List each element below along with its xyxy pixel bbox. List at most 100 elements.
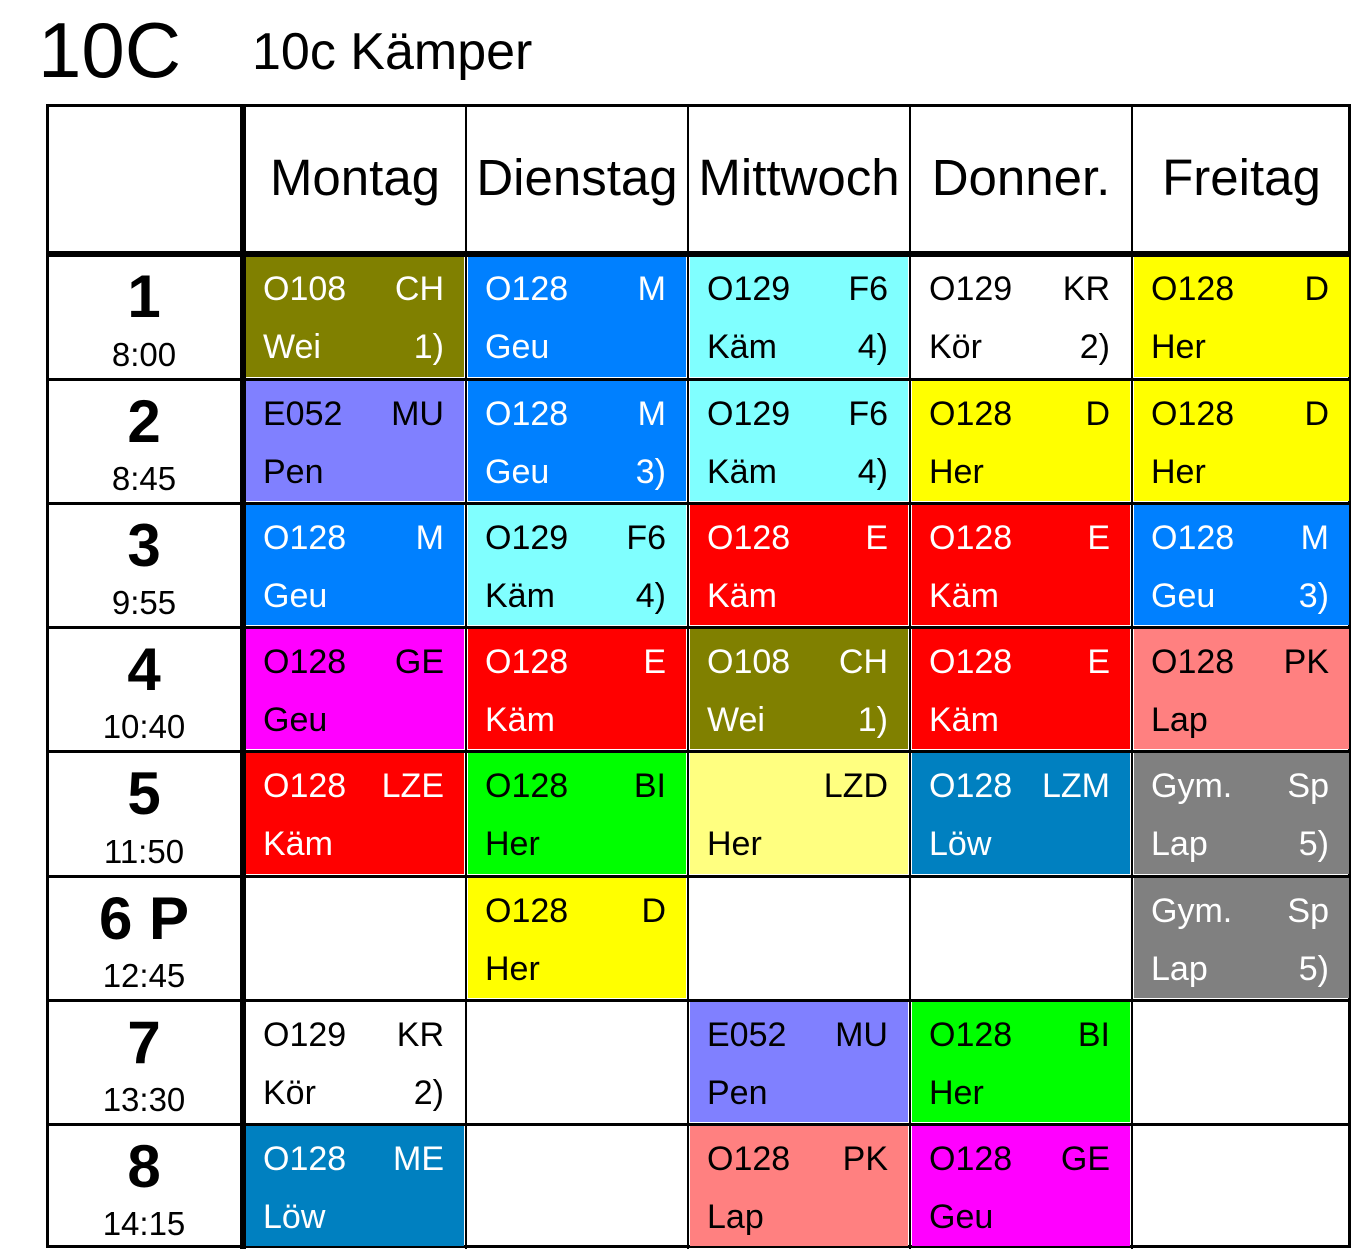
lesson-subject: Sp (1287, 892, 1329, 930)
period-time: 8:00 (111, 336, 177, 373)
lesson-teacher: Käm (929, 701, 999, 739)
row-divider (48, 626, 1350, 629)
lesson-teacher: Löw (929, 825, 992, 863)
lesson-cell[interactable]: O128 D Her (1134, 256, 1349, 377)
lesson-teacher: Wei (263, 328, 321, 366)
lesson-note: 4) (857, 328, 888, 366)
lesson-subject: D (1304, 395, 1329, 433)
lesson-subject: D (641, 892, 666, 930)
lesson-cell[interactable]: O128 M Geu (468, 256, 686, 377)
lesson-room: O108 (263, 270, 347, 308)
lesson-teacher: Her (929, 453, 984, 491)
lesson-subject: BI (633, 767, 666, 805)
lesson-subject: KR (396, 1016, 444, 1054)
lesson-teacher: Geu (485, 328, 550, 366)
lesson-cell[interactable]: E052 MU Pen (246, 381, 464, 501)
timetable-grid (46, 104, 1351, 1248)
lesson-subject: MU (391, 395, 444, 433)
lesson-teacher: Her (1151, 453, 1206, 491)
period-time: 10:40 (102, 708, 186, 745)
lesson-cell[interactable]: O128 M Geu (246, 505, 464, 625)
lesson-note: 5) (1298, 950, 1329, 988)
lesson-teacher: Her (485, 950, 540, 988)
column-divider (465, 106, 467, 1249)
lesson-cell[interactable]: O128 BI Her (468, 753, 686, 874)
day-header: Dienstag (476, 148, 678, 206)
lesson-cell[interactable]: O128 LZM Löw (912, 753, 1130, 874)
lesson-cell[interactable]: O108 CH Wei 1) (690, 629, 908, 749)
lesson-teacher: Lap (1151, 825, 1208, 863)
lesson-room: O128 (1151, 270, 1235, 308)
lesson-cell[interactable]: O128 GE Geu (246, 629, 464, 749)
lesson-room: O128 (929, 1016, 1013, 1054)
lesson-subject: E (865, 519, 888, 557)
lesson-subject: LZD (823, 767, 888, 805)
lesson-subject: D (1085, 395, 1110, 433)
lesson-teacher: Geu (485, 453, 550, 491)
lesson-room: O128 (263, 643, 347, 681)
lesson-cell[interactable]: O129 F6 Käm 4) (690, 381, 908, 501)
lesson-cell[interactable]: O128 D Her (912, 381, 1130, 501)
lesson-room: O129 (485, 519, 569, 557)
lesson-cell[interactable]: O129 F6 Käm 4) (468, 505, 686, 625)
lesson-cell[interactable]: O128 M Geu 3) (468, 381, 686, 501)
period-number: 4 (127, 636, 161, 703)
period-header: 5 11:50 (50, 753, 238, 874)
lesson-cell[interactable]: O128 M Geu 3) (1134, 505, 1349, 625)
lesson-subject: LZM (1042, 767, 1110, 805)
lesson-cell[interactable]: O128 E Käm (912, 629, 1130, 749)
lesson-cell[interactable]: O128 D Her (1134, 381, 1349, 501)
lesson-room: O108 (707, 643, 791, 681)
lesson-cell[interactable]: E052 MU Pen (690, 1002, 908, 1122)
lesson-cell[interactable]: O128 E Käm (468, 629, 686, 749)
lesson-room: O128 (485, 270, 569, 308)
lesson-teacher: Geu (263, 577, 328, 615)
lesson-subject: Sp (1287, 767, 1329, 805)
lesson-subject: CH (394, 270, 444, 308)
lesson-cell[interactable]: O129 KR Kör 2) (246, 1002, 464, 1122)
period-header: 3 9:55 (50, 505, 238, 625)
lesson-room: O129 (263, 1016, 347, 1054)
lesson-cell[interactable]: Gym. Sp Lap 5) (1134, 878, 1349, 998)
lesson-cell[interactable]: O129 KR Kör 2) (912, 256, 1130, 377)
lesson-cell[interactable]: O128 PK Lap (1134, 629, 1349, 749)
lesson-teacher: Her (485, 825, 540, 863)
lesson-room: Gym. (1151, 767, 1233, 805)
lesson-cell[interactable]: O108 CH Wei 1) (246, 256, 464, 377)
class-code: 10C (38, 6, 182, 94)
lesson-teacher: Kör (929, 328, 982, 366)
lesson-cell[interactable]: O128 ME Löw (246, 1126, 464, 1246)
lesson-note: 4) (857, 453, 888, 491)
period-number: 7 (127, 1009, 161, 1076)
lesson-room: O128 (707, 1140, 791, 1178)
lesson-subject: F6 (626, 519, 666, 557)
period-number: 1 (127, 263, 161, 330)
lesson-cell[interactable]: O128 PK Lap (690, 1126, 908, 1246)
lesson-room: O128 (263, 519, 347, 557)
lesson-room: O129 (707, 395, 791, 433)
column-divider (1131, 106, 1133, 1249)
lesson-cell[interactable]: O128 D Her (468, 878, 686, 998)
lesson-cell[interactable]: LZD Her (690, 753, 908, 874)
lesson-room: O129 (707, 270, 791, 308)
period-header: 7 13:30 (50, 1002, 238, 1122)
lesson-note: 2) (1079, 328, 1110, 366)
lesson-teacher: Pen (263, 453, 324, 491)
lesson-cell[interactable]: O128 LZE Käm (246, 753, 464, 874)
lesson-cell[interactable]: O128 E Käm (912, 505, 1130, 625)
lesson-room: O128 (263, 1140, 347, 1178)
period-time: 9:55 (111, 584, 177, 621)
period-time: 11:50 (103, 833, 185, 870)
period-number: 5 (127, 760, 161, 827)
lesson-room: O128 (929, 519, 1013, 557)
lesson-cell[interactable]: Gym. Sp Lap 5) (1134, 753, 1349, 874)
lesson-cell[interactable]: O128 E Käm (690, 505, 908, 625)
day-header: Freitag (1162, 148, 1321, 206)
lesson-room: O128 (1151, 519, 1235, 557)
lesson-cell[interactable]: O128 BI Her (912, 1002, 1130, 1122)
lesson-cell[interactable]: O129 F6 Käm 4) (690, 256, 908, 377)
lesson-teacher: Her (929, 1074, 984, 1112)
row-divider (48, 502, 1350, 505)
period-number: 3 (127, 512, 161, 579)
lesson-cell[interactable]: O128 GE Geu (912, 1126, 1130, 1246)
